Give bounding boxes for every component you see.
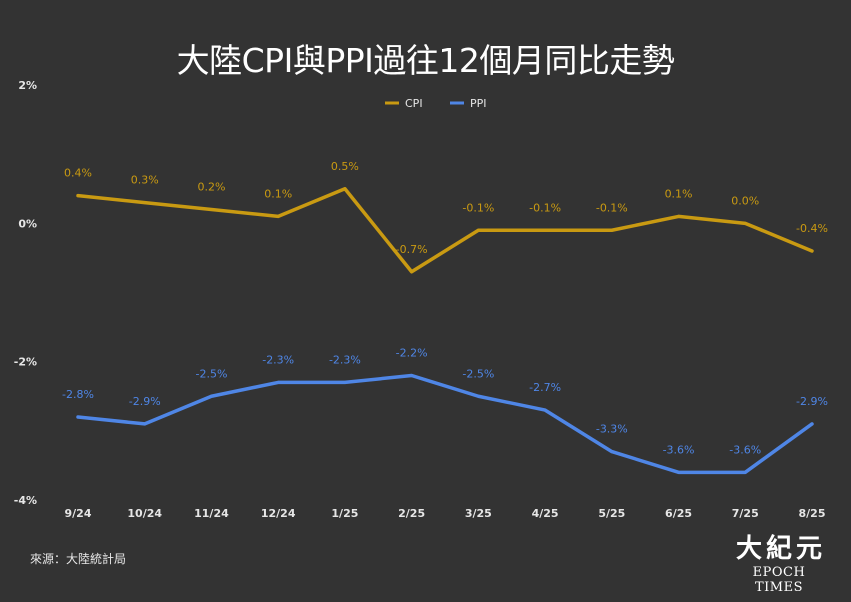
data-label-ppi: -2.3% <box>329 353 361 366</box>
data-point-ppi <box>76 415 80 419</box>
x-tick-label: 5/25 <box>598 507 625 520</box>
data-label-ppi: -2.2% <box>396 347 428 360</box>
data-point-cpi <box>476 228 480 232</box>
data-point-ppi <box>810 422 814 426</box>
data-label-ppi: -2.9% <box>129 395 161 408</box>
y-tick-label: 2% <box>18 79 37 92</box>
data-label-cpi: -0.7% <box>396 243 428 256</box>
data-label-ppi: -3.3% <box>596 423 628 436</box>
data-label-cpi: 0.1% <box>665 187 693 200</box>
x-tick-label: 11/24 <box>194 507 229 520</box>
x-tick-label: 6/25 <box>665 507 692 520</box>
data-point-ppi <box>276 380 280 384</box>
x-tick-label: 1/25 <box>331 507 358 520</box>
series-line-ppi <box>76 373 814 475</box>
data-point-cpi <box>209 208 213 211</box>
data-point-ppi <box>677 470 681 474</box>
data-point-ppi <box>343 380 347 384</box>
data-point-cpi <box>276 214 280 218</box>
data-point-ppi <box>743 470 747 474</box>
data-point-ppi <box>410 374 414 377</box>
data-point-ppi <box>143 422 147 426</box>
chart-title: 大陸CPI與PPI過往12個月同比走勢 <box>176 41 675 80</box>
data-point-cpi <box>76 194 80 198</box>
data-label-cpi: 0.0% <box>731 194 759 207</box>
data-point-cpi <box>410 270 414 274</box>
y-tick-label: 0% <box>18 217 37 230</box>
data-point-cpi <box>543 228 547 232</box>
data-label-cpi: -0.1% <box>529 201 561 214</box>
data-point-cpi <box>743 221 747 225</box>
legend-label-cpi: CPI <box>405 97 423 110</box>
data-point-ppi <box>209 394 213 398</box>
data-point-cpi <box>343 187 347 191</box>
data-label-cpi: 0.1% <box>264 187 292 200</box>
data-label-ppi: -2.3% <box>262 353 294 366</box>
data-point-ppi <box>543 408 547 412</box>
data-label-cpi: 0.4% <box>64 167 92 180</box>
data-label-ppi: -3.6% <box>663 443 695 456</box>
data-point-ppi <box>610 450 614 454</box>
x-tick-label: 4/25 <box>532 507 559 520</box>
x-tick-label: 7/25 <box>732 507 759 520</box>
x-tick-label: 9/24 <box>65 507 92 520</box>
data-label-ppi: -2.8% <box>62 388 94 401</box>
source-note: 來源：大陸統計局 <box>30 552 127 566</box>
brand-logo-chinese: 大紀元 <box>735 534 826 564</box>
data-label-cpi: -0.1% <box>462 201 494 214</box>
data-label-ppi: -3.6% <box>729 443 761 456</box>
data-label-ppi: -2.5% <box>462 367 494 380</box>
data-label-ppi: -2.9% <box>796 395 828 408</box>
data-point-cpi <box>143 201 147 205</box>
data-point-cpi <box>677 214 681 218</box>
x-tick-label: 8/25 <box>799 507 826 520</box>
x-tick-label: 2/25 <box>398 507 425 520</box>
series-line-cpi <box>76 187 814 274</box>
data-label-ppi: -2.7% <box>529 381 561 394</box>
x-tick-label: 12/24 <box>261 507 296 520</box>
x-tick-label: 3/25 <box>465 507 492 520</box>
data-label-cpi: 0.5% <box>331 160 359 173</box>
data-point-cpi <box>810 249 814 253</box>
data-label-ppi: -2.5% <box>195 367 227 380</box>
x-tick-label: 10/24 <box>127 507 162 520</box>
legend-label-ppi: PPI <box>470 97 487 110</box>
data-label-cpi: -0.1% <box>596 201 628 214</box>
data-label-cpi: 0.2% <box>197 181 225 194</box>
brand-logo-english: EPOCH TIMES <box>752 565 806 595</box>
data-label-cpi: -0.4% <box>796 222 828 235</box>
data-point-ppi <box>476 394 480 398</box>
data-label-cpi: 0.3% <box>131 174 159 187</box>
data-point-cpi <box>610 228 614 232</box>
y-tick-label: -4% <box>14 494 37 507</box>
y-tick-label: -2% <box>14 356 37 369</box>
